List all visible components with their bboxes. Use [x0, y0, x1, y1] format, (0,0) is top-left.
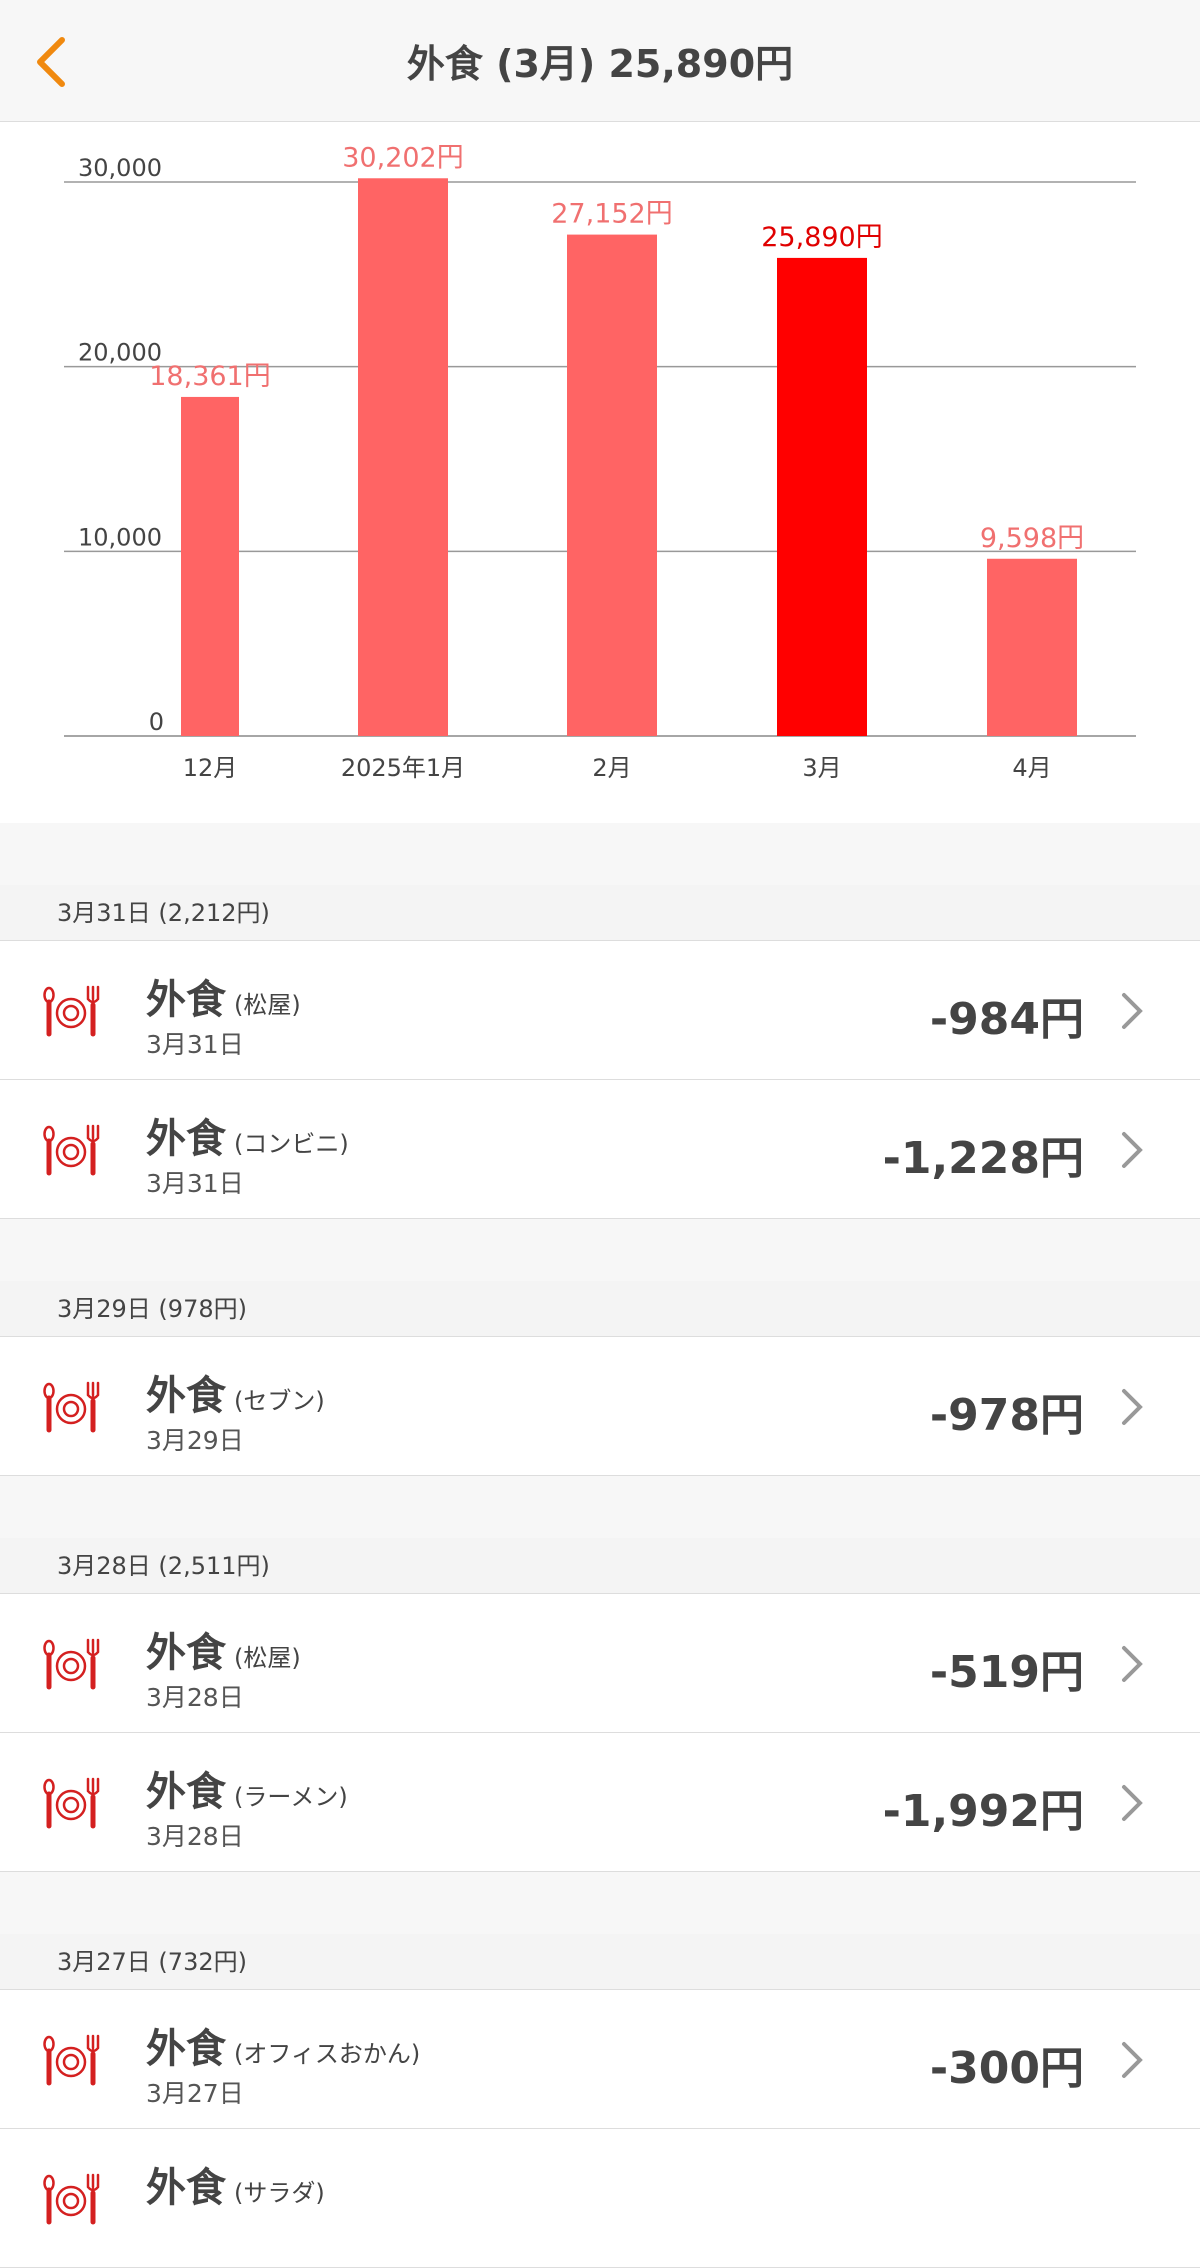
chevron-left-icon	[37, 37, 65, 87]
chevron-right-icon	[1122, 1785, 1143, 1821]
category-icon	[42, 2034, 100, 2090]
x-tick-label: 2025年1月	[341, 754, 465, 782]
bar	[987, 558, 1077, 736]
data-label: 9,598円	[980, 523, 1084, 554]
date-section-header: 3月27日 (732円)	[0, 1934, 1200, 1990]
category-icon	[42, 2173, 100, 2229]
amount: -519円	[929, 1647, 1084, 1698]
transaction-row[interactable]: 外食 (松屋) 3月31日 -984円	[0, 941, 1200, 1080]
restaurant-icon	[43, 1381, 100, 1433]
category-label: 外食	[146, 1373, 226, 1419]
transaction-row[interactable]: 外食 (セブン) 3月29日 -978円	[0, 1337, 1200, 1476]
category-icon	[42, 1777, 100, 1833]
date-section-header: 3月28日 (2,511円)	[0, 1538, 1200, 1594]
chevron-right-icon	[1122, 1132, 1143, 1168]
chevron-right	[1120, 2040, 1144, 2084]
transaction-row[interactable]: 外食 (松屋) 3月28日 -519円	[0, 1594, 1200, 1733]
amount: -978円	[929, 1390, 1084, 1441]
chevron-right	[1120, 1387, 1144, 1431]
category-label: 外食	[146, 2165, 226, 2211]
transaction-date: 3月28日	[146, 1822, 244, 1851]
section-spacer	[0, 1872, 1200, 1934]
category-label: 外食	[146, 2026, 226, 2072]
transaction-row[interactable]: 外食 (サラダ)	[0, 2129, 1200, 2268]
monthly-bar-chart: 0 10,000 20,000 30,000 18,361円 12月 30,202円 2025…	[0, 122, 1200, 823]
bar	[567, 234, 657, 736]
chevron-right-icon	[1122, 2042, 1143, 2078]
category-name: 外食 (オフィスおかん)	[146, 2016, 420, 2074]
memo: (ラーメン)	[234, 1783, 348, 1811]
amount: -984円	[929, 994, 1084, 1045]
category-icon	[42, 1381, 100, 1437]
transaction-date: 3月28日	[146, 1683, 244, 1712]
transaction-row[interactable]: 外食 (コンビニ) 3月31日 -1,228円	[0, 1080, 1200, 1219]
memo: (松屋)	[234, 991, 301, 1019]
restaurant-icon	[43, 985, 100, 1037]
transaction-date: 3月31日	[146, 1169, 244, 1198]
chart-svg: 0 10,000 20,000 30,000 18,361円 12月 30,202円 2025…	[64, 142, 1136, 782]
nav-header: 外食 (3月) 25,890円	[0, 0, 1200, 122]
data-label: 25,890円	[761, 222, 882, 253]
section-spacer	[0, 823, 1200, 885]
category-label: 外食	[146, 1116, 226, 1162]
y-tick-label: 10,000	[78, 523, 162, 551]
bar	[181, 396, 239, 736]
data-label: 27,152円	[551, 199, 672, 230]
restaurant-icon	[43, 1777, 100, 1829]
amount: -1,228円	[882, 1133, 1084, 1184]
data-label: 30,202円	[342, 142, 463, 173]
section-spacer	[0, 1219, 1200, 1281]
chevron-right	[1120, 1130, 1144, 1174]
memo: (松屋)	[234, 1644, 301, 1672]
chevron-right	[1120, 1783, 1144, 1827]
x-tick-label: 3月	[802, 754, 841, 782]
restaurant-icon	[43, 1638, 100, 1690]
memo: (セブン)	[234, 1387, 325, 1415]
category-icon	[42, 1638, 100, 1694]
category-icon	[42, 985, 100, 1041]
x-tick-label: 2月	[592, 754, 631, 782]
restaurant-icon	[43, 1124, 100, 1176]
x-tick-label: 12月	[183, 754, 238, 782]
category-name: 外食 (ラーメン)	[146, 1759, 348, 1817]
transaction-date: 3月31日	[146, 1030, 244, 1059]
y-tick-label: 30,000	[78, 154, 162, 182]
amount: -1,992円	[882, 1786, 1084, 1837]
bar	[358, 178, 448, 737]
page-title: 外食 (3月) 25,890円	[406, 42, 794, 86]
section-spacer	[0, 1476, 1200, 1538]
y-tick-label: 20,000	[78, 339, 162, 367]
chevron-right	[1120, 991, 1144, 1035]
amount: -300円	[929, 2043, 1084, 2094]
category-label: 外食	[146, 1630, 226, 1676]
transaction-row[interactable]: 外食 (ラーメン) 3月28日 -1,992円	[0, 1733, 1200, 1872]
category-name: 外食 (サラダ)	[146, 2155, 325, 2213]
transaction-row[interactable]: 外食 (オフィスおかん) 3月27日 -300円	[0, 1990, 1200, 2129]
x-tick-label: 4月	[1012, 754, 1051, 782]
transaction-date: 3月27日	[146, 2079, 244, 2108]
category-icon	[42, 1124, 100, 1180]
data-label: 18,361円	[149, 361, 270, 392]
restaurant-icon	[43, 2034, 100, 2086]
chevron-right	[1120, 1644, 1144, 1688]
chevron-right-icon	[1122, 993, 1143, 1029]
date-section-header: 3月31日 (2,212円)	[0, 885, 1200, 941]
bar	[777, 257, 867, 736]
category-name: 外食 (松屋)	[146, 1620, 301, 1678]
category-name: 外食 (コンビニ)	[146, 1106, 349, 1164]
category-name: 外食 (松屋)	[146, 967, 301, 1025]
memo: (オフィスおかん)	[234, 2040, 421, 2068]
date-section-header: 3月29日 (978円)	[0, 1281, 1200, 1337]
chevron-right-icon	[1122, 1389, 1143, 1425]
chevron-right-icon	[1122, 1646, 1143, 1682]
memo: (コンビニ)	[234, 1130, 349, 1158]
category-name: 外食 (セブン)	[146, 1363, 325, 1421]
transaction-date: 3月29日	[146, 1426, 244, 1455]
back-button[interactable]	[30, 32, 80, 92]
category-label: 外食	[146, 977, 226, 1023]
category-label: 外食	[146, 1769, 226, 1815]
transaction-list: 3月31日 (2,212円) 外食 (松屋) 3月31日 -984円 外食 (コンビニ) 3月…	[0, 823, 1200, 2268]
y-tick-label: 0	[149, 708, 164, 736]
memo: (サラダ)	[234, 2179, 325, 2207]
